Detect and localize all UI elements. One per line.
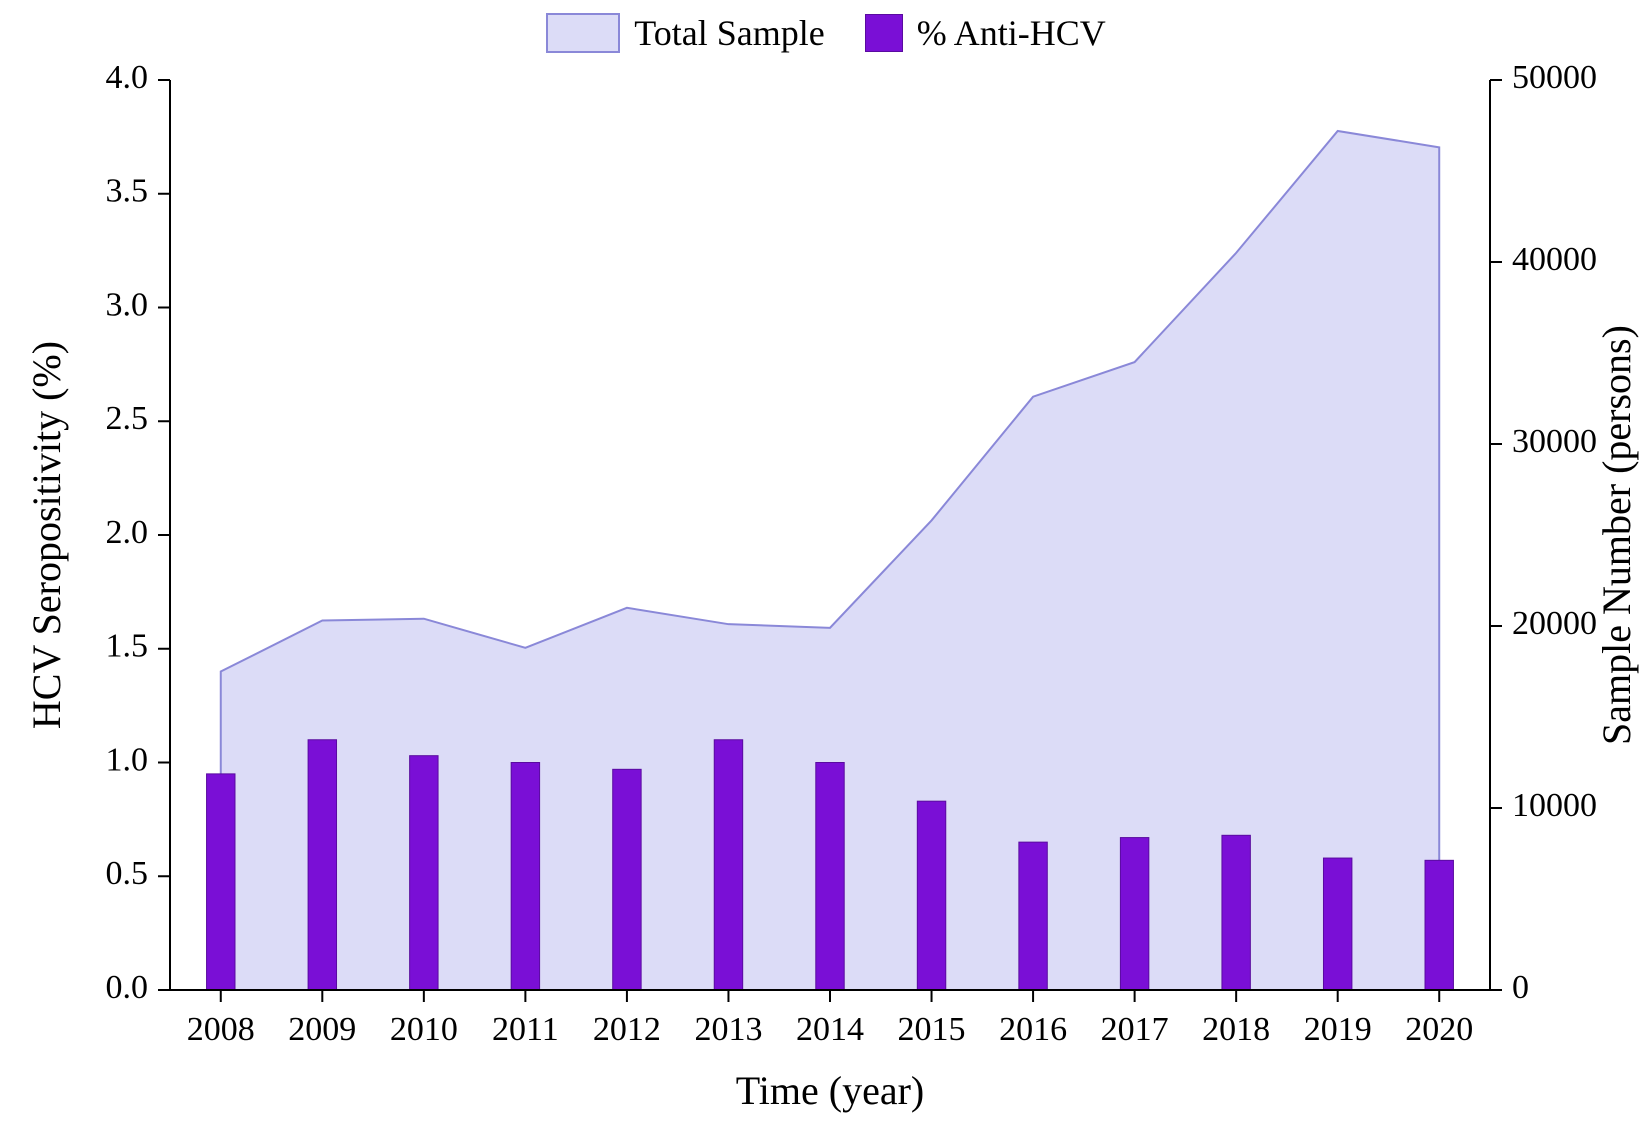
bar [410, 756, 438, 990]
y-right-tick-label: 10000 [1512, 787, 1597, 824]
x-tick-label: 2010 [390, 1011, 458, 1048]
x-axis-title: Time (year) [736, 1068, 924, 1113]
x-tick-label: 2008 [187, 1011, 255, 1048]
chart-svg: 0.0 0.5 1.0 1.5 2.0 2.5 3.0 3.5 4.0 0 10000 20000 30… [0, 0, 1652, 1142]
y-left-tick-label: 4.0 [106, 59, 149, 96]
y-left-tick-label: 2.5 [106, 400, 149, 437]
y-left-tick-label: 0.0 [106, 969, 149, 1006]
x-tick-label: 2018 [1202, 1011, 1270, 1048]
bar [917, 801, 945, 990]
legend-swatch-bar [865, 14, 903, 52]
x-tick-label: 2015 [898, 1011, 966, 1048]
y-right-tick-label: 40000 [1512, 241, 1597, 278]
bar [308, 740, 336, 990]
bar [511, 763, 539, 991]
bar [207, 774, 235, 990]
y-right-tick-label: 0 [1512, 969, 1529, 1006]
bar [1222, 835, 1250, 990]
y-right-axis-title: Sample Number (persons) [1594, 325, 1639, 745]
bar [1019, 842, 1047, 990]
x-tick-label: 2017 [1101, 1011, 1169, 1048]
y-left-axis-title: HCV Seropositivity (%) [24, 341, 69, 729]
bar [816, 763, 844, 991]
x-tick-label: 2012 [593, 1011, 661, 1048]
bar [1120, 838, 1148, 990]
x-tick-label: 2016 [999, 1011, 1067, 1048]
y-right-tick-label: 20000 [1512, 605, 1597, 642]
x-tick-label: 2014 [796, 1011, 864, 1048]
bar [714, 740, 742, 990]
y-left-tick-label: 2.0 [106, 514, 149, 551]
legend-item-area: Total Sample [546, 12, 824, 54]
hcv-chart: Total Sample % Anti-HCV 0.0 0.5 1.0 1.5 2.0 2… [0, 0, 1652, 1142]
x-tick-label: 2009 [288, 1011, 356, 1048]
bar [613, 769, 641, 990]
y-right-tick-label: 50000 [1512, 59, 1597, 96]
legend-swatch-area [546, 13, 620, 53]
x-tick-label: 2013 [694, 1011, 762, 1048]
y-left-tick-label: 1.0 [106, 741, 149, 778]
x-tick-label: 2019 [1304, 1011, 1372, 1048]
legend-label-bars: % Anti-HCV [917, 12, 1106, 54]
bar [1323, 858, 1351, 990]
bar [1425, 860, 1453, 990]
y-left-tick-label: 1.5 [106, 628, 149, 665]
y-left-tick-label: 0.5 [106, 855, 149, 892]
y-left-tick-label: 3.0 [106, 286, 149, 323]
x-tick-label: 2020 [1405, 1011, 1473, 1048]
legend-item-bars: % Anti-HCV [865, 12, 1106, 54]
y-right-tick-label: 30000 [1512, 423, 1597, 460]
legend: Total Sample % Anti-HCV [0, 12, 1652, 54]
y-left-tick-label: 3.5 [106, 173, 149, 210]
x-tick-label: 2011 [492, 1011, 559, 1048]
legend-label-area: Total Sample [634, 12, 824, 54]
